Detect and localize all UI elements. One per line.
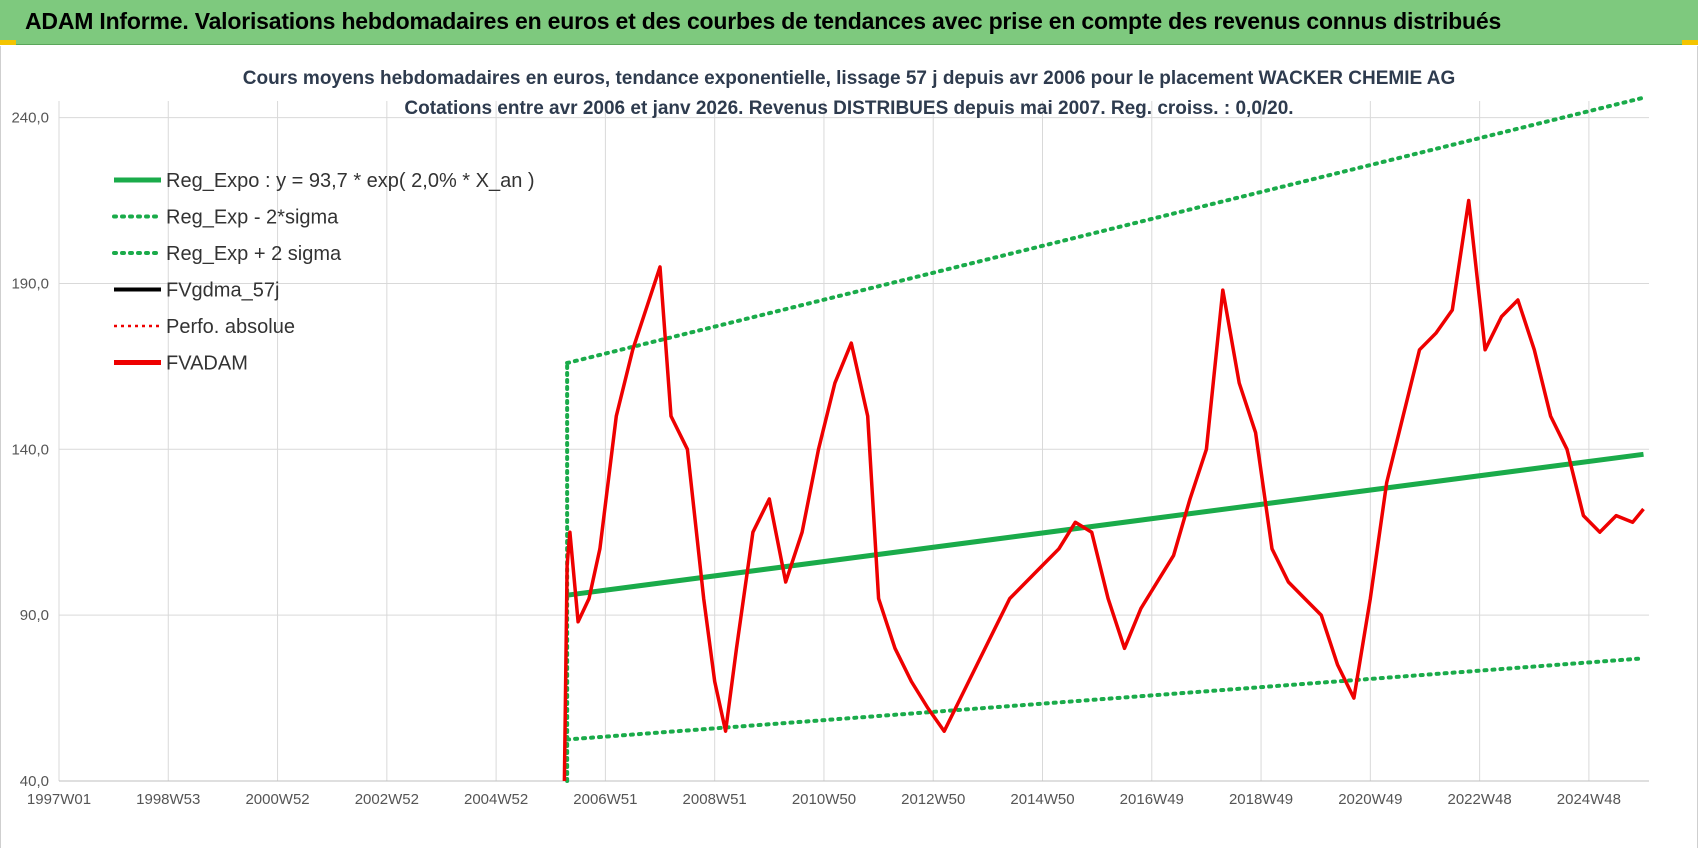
chart-title-line-1: Cours moyens hebdomadaires en euros, ten…: [243, 68, 1456, 89]
x-tick-label: 2016W49: [1120, 791, 1184, 808]
series-reg-exp-plus-2sigma: [565, 95, 1646, 365]
x-tick-label: 2012W50: [901, 791, 965, 808]
chart-title-line-2: Cotations entre avr 2006 et janv 2026. R…: [404, 98, 1293, 119]
x-tick-label: 2024W48: [1557, 791, 1621, 808]
legend-entry: Reg_Expo : y = 93,7 * exp( 2,0% * X_an ): [166, 170, 535, 192]
axis-labels: 40,0 90,0 140,0 190,0 240,0 1997W01 1998W53 200…: [11, 110, 1621, 808]
x-tick-label: 2018W49: [1229, 791, 1293, 808]
legend-entry: FVADAM: [166, 353, 248, 375]
y-tick-label: 90,0: [20, 607, 49, 624]
corner-marker-left: [0, 40, 16, 45]
chart-area: Cours moyens hebdomadaires en euros, ten…: [0, 46, 1698, 848]
legend-entry: Reg_Exp + 2 sigma: [166, 243, 342, 265]
y-tick-label: 40,0: [20, 773, 49, 790]
x-tick-label: 2010W50: [792, 791, 856, 808]
x-tick-label: 2000W52: [245, 791, 309, 808]
corner-marker-right: [1682, 40, 1698, 45]
legend-entry: FVgdma_57j: [166, 280, 279, 302]
x-tick-label: 1997W01: [27, 791, 91, 808]
report-title: ADAM Informe. Valorisations hebdomadaire…: [25, 8, 1502, 34]
x-tick-label: 2004W52: [464, 791, 528, 808]
x-tick-label: 1998W53: [136, 791, 200, 808]
legend: Reg_Expo : y = 93,7 * exp( 2,0% * X_an )…: [112, 170, 535, 375]
y-tick-label: 140,0: [11, 441, 49, 458]
x-tick-label: 2006W51: [573, 791, 637, 808]
report-banner: ADAM Informe. Valorisations hebdomadaire…: [0, 0, 1698, 45]
x-tick-label: 2020W49: [1338, 791, 1402, 808]
legend-entry: Reg_Exp - 2*sigma: [166, 207, 339, 229]
x-tick-label: 2022W48: [1448, 791, 1512, 808]
series-fvadam: [562, 198, 1645, 782]
x-tick-label: 2014W50: [1010, 791, 1074, 808]
series-layer: [562, 95, 1646, 783]
y-tick-label: 240,0: [11, 110, 49, 127]
legend-entry: Perfo. absolue: [166, 316, 295, 338]
x-tick-label: 2002W52: [355, 791, 419, 808]
series-reg-exp-minus-2sigma: [565, 656, 1646, 742]
y-tick-label: 190,0: [11, 275, 49, 292]
series-reg-expo: [566, 451, 1644, 598]
x-tick-label: 2008W51: [683, 791, 747, 808]
line-chart: Cours moyens hebdomadaires en euros, ten…: [11, 68, 1649, 808]
gridlines: [58, 101, 1649, 782]
